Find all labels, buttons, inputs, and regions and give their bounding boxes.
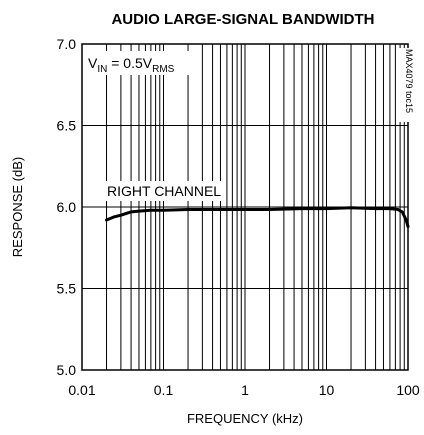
series-line-right-channel bbox=[105, 206, 410, 229]
chart-title: AUDIO LARGE-SIGNAL BANDWIDTH bbox=[111, 11, 374, 28]
y-tick-label: 5.0 bbox=[57, 362, 77, 378]
y-tick-label: 5.5 bbox=[57, 281, 77, 297]
x-tick-label: 10 bbox=[319, 382, 335, 398]
x-tick-labels: 0.01 0.1 1 10 100 bbox=[68, 382, 420, 398]
y-axis-label: RESPONSE (dB) bbox=[10, 157, 25, 257]
figure-id-label: MAX4079 toc15 bbox=[404, 49, 414, 113]
plot-frame bbox=[81, 43, 409, 371]
x-tick-label: 1 bbox=[241, 382, 249, 398]
x-axis-label: FREQUENCY (kHz) bbox=[187, 411, 303, 426]
y-tick-label: 6.0 bbox=[57, 199, 77, 215]
x-tick-label: 0.1 bbox=[154, 382, 174, 398]
series-label-bg bbox=[104, 181, 222, 201]
series-label-right-channel: RIGHT CHANNEL bbox=[107, 183, 221, 199]
y-tick-label: 7.0 bbox=[57, 36, 77, 52]
x-tick-label: 0.01 bbox=[68, 382, 95, 398]
figure-id-bg bbox=[398, 48, 412, 122]
x-tick-label: 100 bbox=[396, 382, 420, 398]
condition-annotation: VIN = 0.5VRMS bbox=[88, 55, 175, 75]
condition-annotation-bg bbox=[84, 51, 198, 75]
y-tick-label: 6.5 bbox=[57, 118, 77, 134]
y-tick-labels: 5.0 5.5 6.0 6.5 7.0 bbox=[57, 36, 77, 378]
grid-lines bbox=[82, 44, 408, 370]
